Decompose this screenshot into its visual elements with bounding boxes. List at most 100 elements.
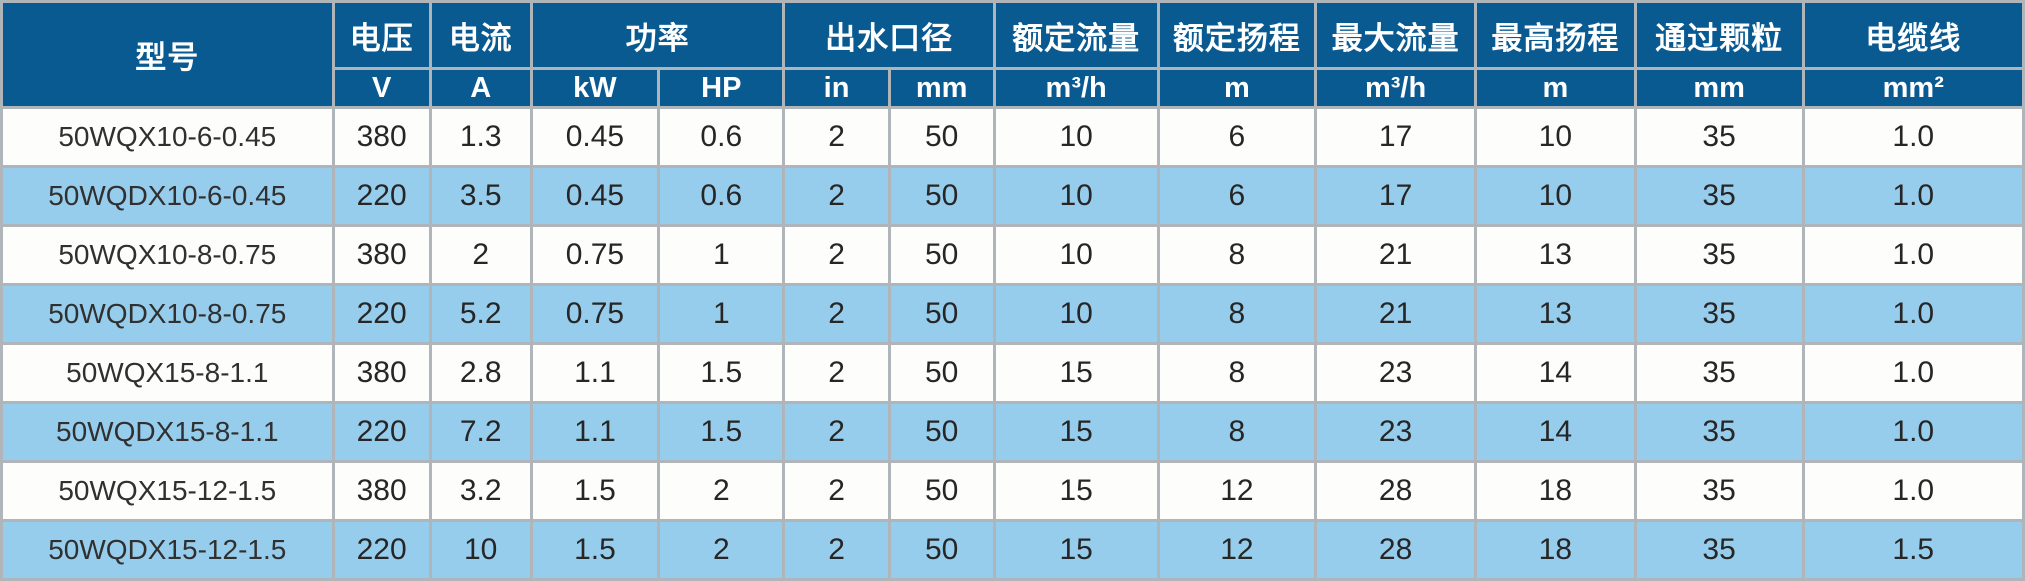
value-cell-outlet_in: 2 xyxy=(782,519,891,581)
header-cell: 额定扬程 xyxy=(1156,0,1318,70)
header-cell: 出水口径 xyxy=(782,0,996,70)
header-cell: 最大流量 xyxy=(1314,0,1477,70)
value-cell-max_flow: 28 xyxy=(1314,460,1477,522)
value-cell-max_flow: 28 xyxy=(1314,519,1477,581)
value-cell-cable: 1.0 xyxy=(1801,460,2025,522)
value-cell-current: 3.5 xyxy=(428,165,533,227)
table-row: 50WQX15-12-1.5 380 3.2 1.5 2 2 50 15 12 28 18 35 1.0 xyxy=(0,460,2025,522)
unit-cell: A xyxy=(428,67,533,109)
table-body: 50WQX10-6-0.45 380 1.3 0.45 0.6 2 50 10 6 17 10 35 1… xyxy=(0,106,2025,581)
value-cell-rated_flow: 15 xyxy=(992,342,1160,404)
value-cell-max_head: 13 xyxy=(1473,224,1637,286)
value-cell-outlet_in: 2 xyxy=(782,342,891,404)
value-cell-current: 5.2 xyxy=(428,283,533,345)
value-cell-max_head: 14 xyxy=(1473,401,1637,463)
value-cell-outlet_mm: 50 xyxy=(887,165,996,227)
value-cell-current: 7.2 xyxy=(428,401,533,463)
value-cell-rated_flow: 15 xyxy=(992,460,1160,522)
value-cell-outlet_mm: 50 xyxy=(887,342,996,404)
value-cell-outlet_in: 2 xyxy=(782,401,891,463)
value-cell-cable: 1.5 xyxy=(1801,519,2025,581)
value-cell-voltage: 220 xyxy=(331,283,432,345)
value-cell-voltage: 220 xyxy=(331,519,432,581)
value-cell-rated_flow: 15 xyxy=(992,401,1160,463)
table-row: 50WQDX10-8-0.75 220 5.2 0.75 1 2 50 10 8 21 13 35 1.… xyxy=(0,283,2025,345)
value-cell-voltage: 220 xyxy=(331,401,432,463)
value-cell-max_flow: 17 xyxy=(1314,106,1477,168)
value-cell-max_head: 18 xyxy=(1473,460,1637,522)
value-cell-cable: 1.0 xyxy=(1801,401,2025,463)
value-cell-max_head: 14 xyxy=(1473,342,1637,404)
value-cell-voltage: 220 xyxy=(331,165,432,227)
value-cell-rated_head: 12 xyxy=(1156,460,1318,522)
value-cell-outlet_in: 2 xyxy=(782,283,891,345)
model-cell: 50WQX15-12-1.5 xyxy=(0,460,335,522)
value-cell-power_kw: 1.5 xyxy=(529,519,661,581)
model-cell: 50WQDX10-6-0.45 xyxy=(0,165,335,227)
value-cell-outlet_mm: 50 xyxy=(887,283,996,345)
value-cell-max_head: 10 xyxy=(1473,165,1637,227)
value-cell-power_hp: 1 xyxy=(657,224,786,286)
value-cell-rated_flow: 15 xyxy=(992,519,1160,581)
value-cell-particle: 35 xyxy=(1633,165,1805,227)
header-cell: 功率 xyxy=(529,0,786,70)
value-cell-cable: 1.0 xyxy=(1801,224,2025,286)
value-cell-power_hp: 0.6 xyxy=(657,165,786,227)
value-cell-rated_flow: 10 xyxy=(992,283,1160,345)
value-cell-power_kw: 1.1 xyxy=(529,401,661,463)
value-cell-particle: 35 xyxy=(1633,519,1805,581)
value-cell-outlet_mm: 50 xyxy=(887,460,996,522)
value-cell-max_head: 13 xyxy=(1473,283,1637,345)
value-cell-outlet_in: 2 xyxy=(782,224,891,286)
value-cell-max_flow: 21 xyxy=(1314,283,1477,345)
header-cell: 电流 xyxy=(428,0,533,70)
value-cell-current: 10 xyxy=(428,519,533,581)
unit-cell: m xyxy=(1156,67,1318,109)
value-cell-cable: 1.0 xyxy=(1801,342,2025,404)
value-cell-cable: 1.0 xyxy=(1801,106,2025,168)
value-cell-max_head: 10 xyxy=(1473,106,1637,168)
value-cell-power_hp: 1 xyxy=(657,283,786,345)
value-cell-current: 2.8 xyxy=(428,342,533,404)
value-cell-cable: 1.0 xyxy=(1801,165,2025,227)
value-cell-voltage: 380 xyxy=(331,224,432,286)
unit-cell: m xyxy=(1473,67,1637,109)
header-row-labels: 型号 电压 电流 功率 出水口径 额定流量 额定扬程 最大流量 最高扬程 通过颗粒 电缆线 xyxy=(0,0,2025,109)
value-cell-rated_flow: 10 xyxy=(992,165,1160,227)
model-cell: 50WQX10-8-0.75 xyxy=(0,224,335,286)
value-cell-power_kw: 0.45 xyxy=(529,106,661,168)
value-cell-particle: 35 xyxy=(1633,342,1805,404)
model-cell: 50WQX15-8-1.1 xyxy=(0,342,335,404)
table-row: 50WQDX10-6-0.45 220 3.5 0.45 0.6 2 50 10 6 17 10 35… xyxy=(0,165,2025,227)
value-cell-max_flow: 21 xyxy=(1314,224,1477,286)
value-cell-outlet_mm: 50 xyxy=(887,401,996,463)
value-cell-rated_head: 6 xyxy=(1156,106,1318,168)
model-cell: 50WQDX15-12-1.5 xyxy=(0,519,335,581)
value-cell-power_hp: 2 xyxy=(657,460,786,522)
value-cell-particle: 35 xyxy=(1633,224,1805,286)
value-cell-outlet_in: 2 xyxy=(782,106,891,168)
value-cell-rated_head: 8 xyxy=(1156,342,1318,404)
value-cell-outlet_mm: 50 xyxy=(887,106,996,168)
value-cell-power_kw: 1.5 xyxy=(529,460,661,522)
header-cell: 额定流量 xyxy=(992,0,1160,70)
value-cell-power_kw: 0.45 xyxy=(529,165,661,227)
table-row: 50WQX10-6-0.45 380 1.3 0.45 0.6 2 50 10 6 17 10 35 1… xyxy=(0,106,2025,168)
value-cell-max_flow: 23 xyxy=(1314,342,1477,404)
value-cell-current: 2 xyxy=(428,224,533,286)
value-cell-max_head: 18 xyxy=(1473,519,1637,581)
value-cell-voltage: 380 xyxy=(331,460,432,522)
value-cell-power_kw: 0.75 xyxy=(529,283,661,345)
value-cell-rated_head: 12 xyxy=(1156,519,1318,581)
header-cell: 电压 xyxy=(331,0,432,70)
value-cell-rated_flow: 10 xyxy=(992,106,1160,168)
table-row: 50WQX10-8-0.75 380 2 0.75 1 2 50 10 8 21 13 35 1.0 xyxy=(0,224,2025,286)
value-cell-max_flow: 17 xyxy=(1314,165,1477,227)
value-cell-power_hp: 1.5 xyxy=(657,401,786,463)
table-row: 50WQDX15-12-1.5 220 10 1.5 2 2 50 15 12 28 18 35 1.5 xyxy=(0,519,2025,581)
value-cell-outlet_mm: 50 xyxy=(887,224,996,286)
model-cell: 50WQDX15-8-1.1 xyxy=(0,401,335,463)
value-cell-cable: 1.0 xyxy=(1801,283,2025,345)
